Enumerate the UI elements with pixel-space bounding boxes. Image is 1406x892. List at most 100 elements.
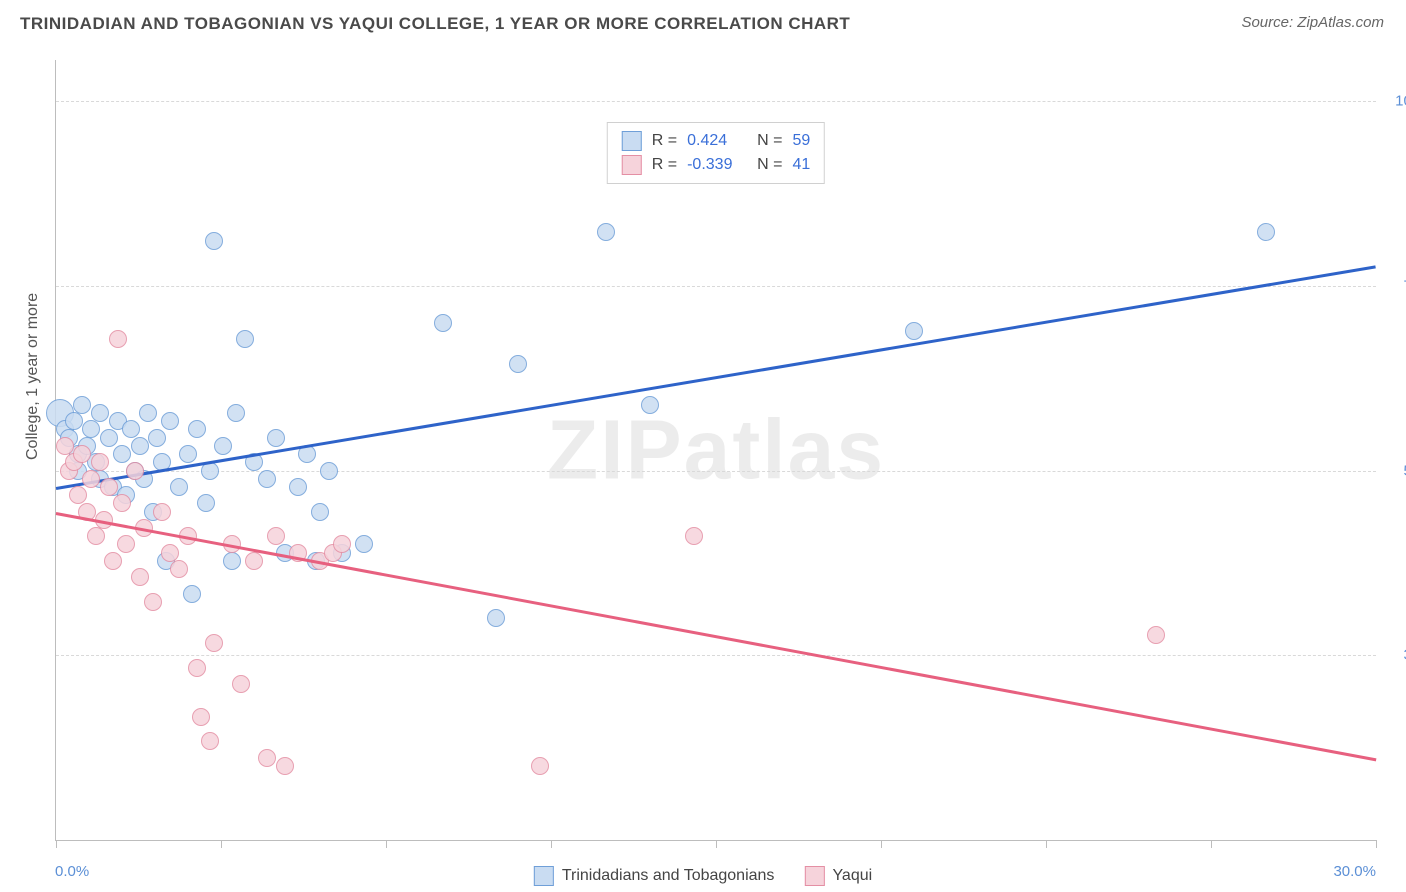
correlation-legend: R = 0.424 N = 59 R = -0.339 N = 41 [607,122,825,184]
data-point [117,535,135,553]
data-point [91,404,109,422]
data-point [144,593,162,611]
legend-swatch [622,131,642,151]
legend-r-label: R = [652,153,677,177]
legend-r-value: -0.339 [687,153,747,177]
data-point [65,412,83,430]
data-point [509,355,527,373]
data-point [161,412,179,430]
data-point [355,535,373,553]
watermark-text: ZIPatlas [547,402,885,499]
data-point [685,527,703,545]
x-tick [881,840,882,848]
data-point [267,527,285,545]
data-point [131,437,149,455]
data-point [333,535,351,553]
data-point [104,552,122,570]
data-point [232,675,250,693]
x-axis-max-label: 30.0% [1333,863,1376,880]
data-point [236,330,254,348]
data-point [320,462,338,480]
trend-line [56,512,1376,761]
data-point [188,420,206,438]
source-label: Source: ZipAtlas.com [1241,14,1384,31]
x-axis-min-label: 0.0% [55,863,89,880]
legend-n-label: N = [757,153,782,177]
y-tick-label: 100.0% [1395,93,1406,110]
data-point [161,544,179,562]
data-point [434,314,452,332]
legend-r-value: 0.424 [687,129,747,153]
x-tick [716,840,717,848]
data-point [109,330,127,348]
data-point [183,585,201,603]
data-point [201,732,219,750]
data-point [487,609,505,627]
data-point [170,478,188,496]
data-point [73,445,91,463]
data-point [192,708,210,726]
chart-title: TRINIDADIAN AND TOBAGONIAN VS YAQUI COLL… [20,14,850,34]
data-point [126,462,144,480]
data-point [122,420,140,438]
data-point [56,437,74,455]
data-point [641,396,659,414]
chart-container: TRINIDADIAN AND TOBAGONIAN VS YAQUI COLL… [0,0,1406,892]
data-point [148,429,166,447]
legend-swatch [804,866,824,886]
data-point [227,404,245,422]
legend-n-label: N = [757,129,782,153]
data-point [73,396,91,414]
data-point [131,568,149,586]
plot-area: ZIPatlas R =0.424N =59R =-0.339N =41 32.… [55,60,1376,841]
x-tick [1046,840,1047,848]
data-point [87,527,105,545]
legend-row: R = -0.339 N = 41 [622,153,810,177]
data-point [153,503,171,521]
gridline [56,655,1376,656]
legend-n-value: 41 [792,153,810,177]
data-point [223,552,241,570]
x-tick [1376,840,1377,848]
data-point [531,757,549,775]
data-point [188,659,206,677]
data-point [82,470,100,488]
y-axis-title: College, 1 year or more [24,293,42,460]
data-point [170,560,188,578]
legend-item: Yaqui [804,866,872,886]
data-point [205,634,223,652]
data-point [91,453,109,471]
data-point [205,232,223,250]
legend-swatch [622,155,642,175]
legend-swatch [534,866,554,886]
x-tick [56,840,57,848]
x-tick [386,840,387,848]
data-point [69,486,87,504]
data-point [179,445,197,463]
data-point [1257,223,1275,241]
data-point [267,429,285,447]
data-point [289,478,307,496]
data-point [100,429,118,447]
legend-n-value: 59 [792,129,810,153]
gridline [56,101,1376,102]
data-point [258,749,276,767]
gridline [56,286,1376,287]
data-point [311,503,329,521]
data-point [597,223,615,241]
x-tick [1211,840,1212,848]
legend-label: Yaqui [832,867,872,885]
x-tick [221,840,222,848]
data-point [82,420,100,438]
data-point [214,437,232,455]
data-point [139,404,157,422]
legend-row: R = 0.424 N = 59 [622,129,810,153]
data-point [113,494,131,512]
data-point [258,470,276,488]
data-point [245,552,263,570]
data-point [1147,626,1165,644]
legend-label: Trinidadians and Tobagonians [562,867,775,885]
series-legend: Trinidadians and Tobagonians Yaqui [534,866,872,886]
legend-r-label: R = [652,129,677,153]
data-point [113,445,131,463]
